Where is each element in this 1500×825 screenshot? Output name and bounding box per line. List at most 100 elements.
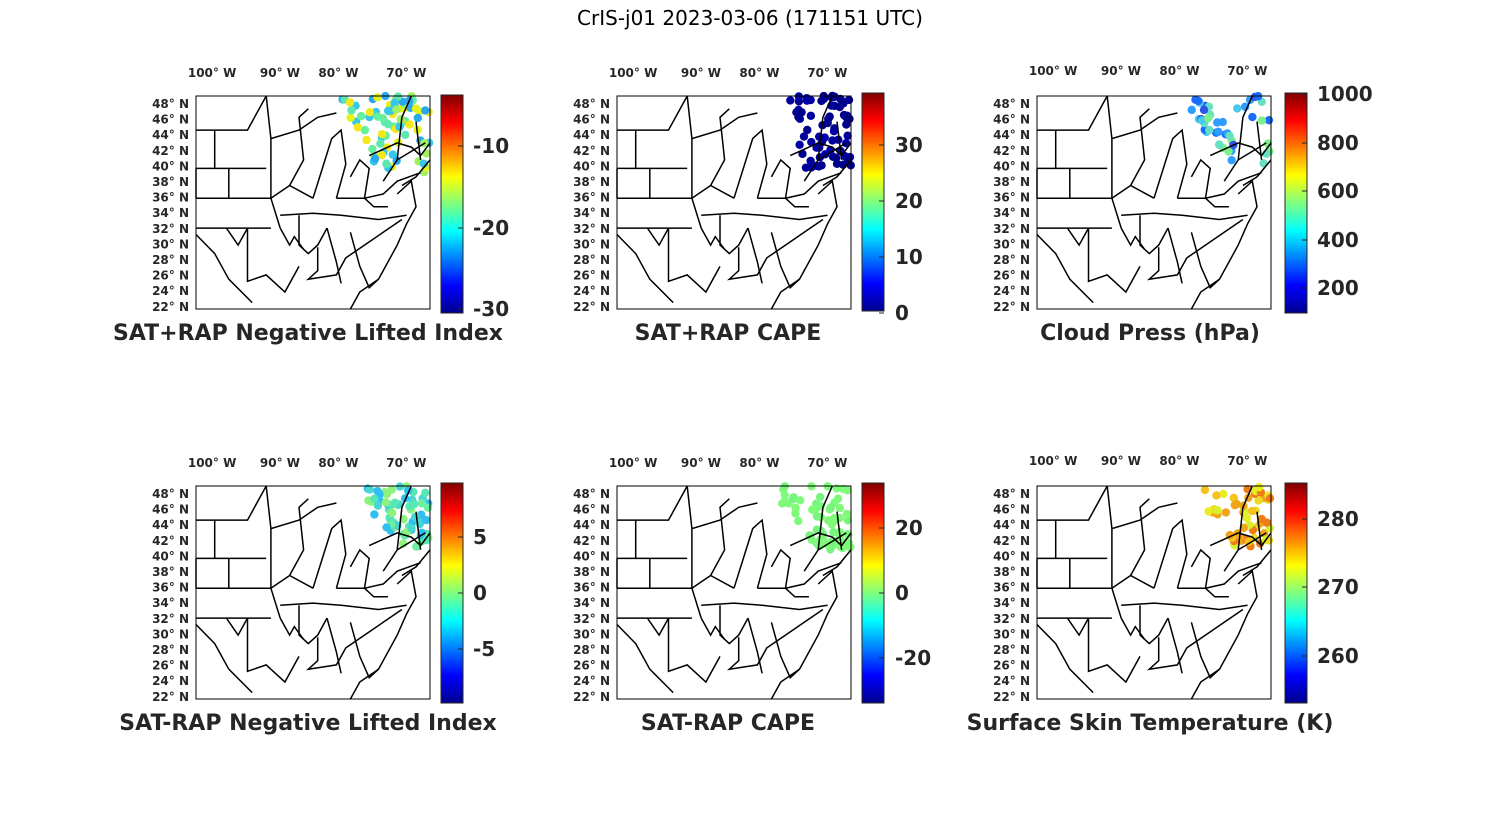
boundary-line <box>1256 121 1263 160</box>
swath-pixel <box>801 163 811 172</box>
lat-tick-label: 46° N <box>993 113 1030 127</box>
boundary-line <box>396 95 412 160</box>
boundary-line <box>368 532 431 547</box>
lat-tick-label: 22° N <box>573 300 610 314</box>
lat-tick-label: 42° N <box>152 534 189 548</box>
swath-pixel <box>1248 112 1257 122</box>
swath-pixel <box>410 512 420 522</box>
swath-pixel <box>806 95 815 105</box>
lat-tick-label: 44° N <box>993 518 1030 532</box>
boundary-line <box>1237 95 1253 160</box>
swath-pixel <box>1244 537 1254 546</box>
boundary-line <box>368 142 431 157</box>
colorbar-tick-label: -5 <box>473 637 495 661</box>
boundary-line <box>616 623 674 694</box>
swath-pixel <box>388 150 398 159</box>
state-borders <box>1036 485 1272 700</box>
swath-pixel <box>422 535 431 545</box>
map-panel: 100° W 90° W 80° W 70° W 48° N 46° N44° N 42° … <box>993 64 1373 346</box>
lat-tick-label: 34° N <box>152 596 189 610</box>
panel-title: SAT-RAP CAPE <box>641 711 815 736</box>
boundary-line <box>326 617 342 674</box>
lat-tick-label: 34° N <box>573 596 610 610</box>
swath-pixel <box>1236 533 1245 542</box>
colorbar <box>861 92 885 312</box>
swath-pixel <box>405 502 414 511</box>
figure-title: CrIS-j01 2023-03-06 (171151 UTC) <box>577 6 923 30</box>
boundary-line <box>1190 158 1212 199</box>
swath-pixel <box>387 508 397 518</box>
boundary-line <box>1120 617 1146 640</box>
boundary-line <box>1146 608 1244 671</box>
lat-tick-label: 32° N <box>573 222 610 236</box>
panel-title: SAT+RAP Negative Lifted Index <box>113 321 503 346</box>
swath-pixel <box>1219 489 1228 499</box>
colorbar-tick-label: -20 <box>895 646 931 670</box>
colorbar <box>1284 92 1308 314</box>
lat-tick-label: 34° N <box>573 206 610 220</box>
lon-tick-label: 90° W <box>1101 64 1141 78</box>
boundary-line <box>1087 228 1141 294</box>
swath-pixel <box>824 516 833 525</box>
swath-pixel <box>395 482 405 491</box>
boundary-line <box>709 108 730 186</box>
lon-tick-label: 80° W <box>1159 64 1199 78</box>
map-frame <box>1036 95 1272 310</box>
map-axes-background <box>196 486 430 699</box>
boundary-line <box>349 548 371 589</box>
lat-tick-label: 28° N <box>993 253 1030 267</box>
boundary-line <box>246 618 300 684</box>
boundary-line <box>349 622 380 679</box>
lat-tick-label: 26° N <box>573 269 610 283</box>
lat-tick-label: 46° N <box>152 113 189 127</box>
swath-pixel <box>794 516 803 526</box>
lat-tick-label: 22° N <box>573 690 610 704</box>
boundary-line <box>709 498 730 576</box>
swath-pixel <box>1213 506 1222 515</box>
boundary-line <box>1037 95 1108 131</box>
boundary-line <box>757 171 842 199</box>
lon-tick-label: 100° W <box>609 66 657 80</box>
swath-pixel <box>842 509 852 519</box>
boundary-line <box>747 617 763 674</box>
boundary-line <box>1121 212 1248 221</box>
lat-tick-label: 22° N <box>993 300 1030 314</box>
swath-pixel <box>1227 156 1236 165</box>
swath-pixel <box>1214 127 1223 137</box>
boundary-line <box>747 227 763 284</box>
lat-tick-label: 44° N <box>573 128 610 142</box>
lat-tick-label: 24° N <box>152 284 189 298</box>
swath-pixel <box>411 104 421 113</box>
boundary-line <box>1209 142 1272 157</box>
map-panel: 100° W 90° W 80° W 70° W 48° N 46° N44° N 42° … <box>573 66 923 346</box>
swath-pixel <box>377 129 387 139</box>
colorbar-tick-label: 280 <box>1317 507 1359 531</box>
lon-tick-label: 70° W <box>1227 64 1267 78</box>
swath-pixel <box>417 528 427 538</box>
boundary-line <box>1139 215 1169 255</box>
swath-pixel <box>1187 105 1196 115</box>
swath-pixel <box>825 112 834 121</box>
map-frame <box>195 485 431 700</box>
boundary-line <box>196 95 267 131</box>
boundary-line <box>617 485 688 521</box>
boundary-line <box>1120 227 1146 250</box>
colorbar <box>440 94 464 314</box>
swath-pixel <box>421 515 431 525</box>
boundary-line <box>784 587 809 598</box>
swath-pixel <box>396 114 405 124</box>
boundary-line <box>363 587 388 598</box>
lat-tick-label: 42° N <box>993 144 1030 158</box>
map-axes-background <box>1037 96 1271 309</box>
lat-tick-label: 26° N <box>152 659 189 673</box>
boundary-line <box>349 179 417 310</box>
boundary-line <box>691 502 758 530</box>
swath-pixel <box>826 503 835 512</box>
lat-tick-label: 24° N <box>573 674 610 688</box>
swath-pixel <box>803 125 812 135</box>
boundary-line <box>617 617 670 637</box>
swath-pixel <box>1254 483 1264 492</box>
lat-tick-label: 26° N <box>573 659 610 673</box>
boundary-line <box>195 233 253 304</box>
